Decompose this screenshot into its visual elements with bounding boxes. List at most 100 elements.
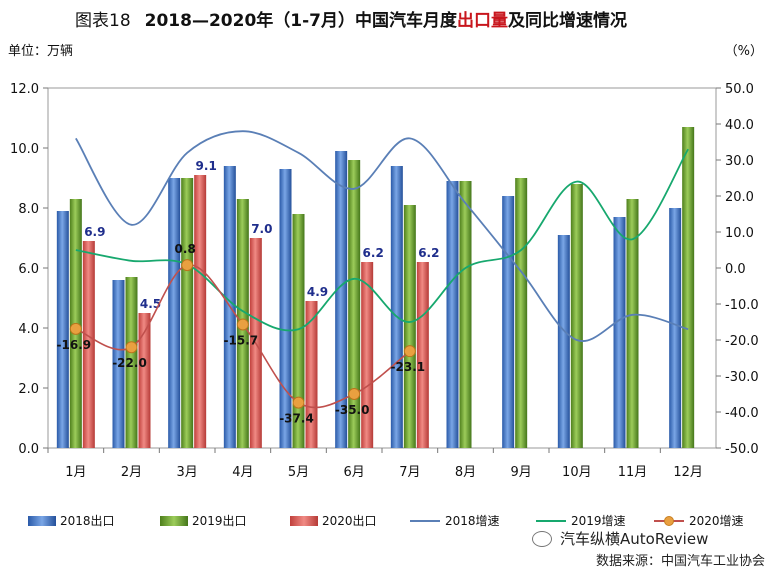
legend-item-2019-growth: 2019增速 [536, 512, 626, 529]
x-axis-tick-label: 2月 [121, 465, 142, 480]
bar-2019-export [403, 205, 416, 448]
bar-2020-export [361, 262, 374, 448]
legend-swatch-2019-export [160, 515, 188, 526]
left-axis-tick-label: 2.0 [18, 382, 39, 397]
bar-2019-export [626, 199, 639, 448]
left-axis-tick-label: 4.0 [18, 322, 39, 337]
title-main: 2018—2020年（1-7月）中国汽车月度 [144, 11, 457, 31]
title-suffix: 及同比增速情况 [507, 11, 627, 31]
bar-data-label-2020: 6.2 [363, 246, 384, 260]
bar-2019-export [570, 184, 583, 448]
right-axis-tick-label: 40.0 [725, 118, 754, 133]
x-axis-tick-label: 10月 [562, 465, 592, 480]
right-axis-tick-label: 0.0 [725, 262, 746, 277]
left-axis-tick-label: 8.0 [18, 202, 39, 217]
bar-2020-export [194, 175, 207, 448]
bar-2020-export [138, 313, 151, 448]
marker-2020-growth [181, 259, 194, 272]
right-axis-tick-label: -50.0 [725, 442, 759, 457]
left-axis-tick-label: 10.0 [10, 142, 39, 157]
bar-2018-export [557, 235, 570, 448]
bar-data-label-2020: 6.2 [418, 246, 439, 260]
bar-2020-export [82, 241, 95, 448]
line-data-label-2020: -22.0 [112, 356, 147, 370]
legend: 2018出口 2019出口 2020出口 2018增速 2019增速 2020增… [28, 512, 777, 532]
bar-2019-export [292, 214, 305, 448]
bar-2018-export [168, 178, 181, 448]
legend-line-2018-growth [410, 519, 440, 522]
bar-2018-export [335, 151, 348, 448]
marker-2020-growth [69, 322, 82, 335]
bar-data-label-2020: 6.9 [84, 225, 105, 239]
bar-2019-export [459, 181, 472, 448]
legend-swatch-2020-export [290, 515, 318, 526]
right-axis-tick-label: -10.0 [725, 298, 759, 313]
x-axis-tick-label: 7月 [399, 465, 420, 480]
left-axis-tick-label: 0.0 [18, 442, 39, 457]
bar-2018-export [279, 169, 292, 448]
legend-label: 2020出口 [322, 514, 377, 528]
line-2018-growth [75, 130, 689, 342]
marker-2020-growth [348, 388, 361, 400]
bar-data-label-2020: 4.9 [307, 285, 328, 299]
wechat-account: 汽车纵横AutoReview [560, 530, 709, 548]
legend-item-2020-growth: 2020增速 [654, 512, 744, 529]
bar-data-label-2020: 7.0 [251, 222, 272, 236]
right-axis-tick-label: 50.0 [725, 82, 754, 97]
left-axis-tick-label: 6.0 [18, 262, 39, 277]
bar-2018-export [446, 181, 459, 448]
legend-item-2020-export: 2020出口 [290, 512, 377, 529]
bar-2019-export [181, 178, 194, 448]
marker-2020-growth [125, 341, 138, 354]
right-axis-tick-label: -30.0 [725, 370, 759, 385]
left-axis-tick-label: 12.0 [10, 82, 39, 97]
title-highlight: 出口量 [456, 11, 508, 31]
legend-swatch-2018-export [28, 515, 56, 526]
right-axis-tick-label: 20.0 [725, 190, 754, 205]
x-axis-tick-label: 11月 [618, 465, 648, 480]
legend-label: 2018增速 [445, 514, 500, 528]
legend-label: 2019增速 [571, 514, 626, 528]
bar-2019-export [682, 127, 695, 448]
marker-2020-growth [292, 396, 305, 409]
bar-2018-export [613, 217, 626, 448]
wechat-icon [532, 530, 552, 547]
bar-2018-export [669, 208, 682, 448]
wechat-watermark: 汽车纵横AutoReview [532, 528, 708, 549]
line-2019-growth [75, 148, 689, 332]
line-data-label-2020: -16.9 [57, 338, 92, 352]
x-axis-tick-label: 5月 [288, 465, 309, 480]
left-unit-label: 单位：万辆 [8, 44, 74, 59]
bar-2019-export [125, 277, 138, 448]
bar-2018-export [112, 280, 125, 448]
legend-label: 2020增速 [689, 514, 744, 528]
right-axis-tick-label: -20.0 [725, 334, 759, 349]
data-source: 数据来源：中国汽车工业协会 [595, 554, 765, 569]
bar-2020-export [305, 301, 318, 448]
bar-2019-export [515, 178, 528, 448]
bar-2019-export [348, 160, 361, 448]
line-data-label-2020: -23.1 [391, 360, 426, 374]
right-axis-tick-label: -40.0 [725, 406, 759, 421]
legend-item-2018-growth: 2018增速 [410, 512, 500, 529]
bar-2020-export [416, 262, 429, 448]
chart-title: 图表18 2018—2020年（1-7月）中国汽车月度出口量及同比增速情况 [75, 6, 627, 31]
x-axis-tick-label: 6月 [344, 465, 365, 480]
legend-marker-icon [664, 515, 674, 526]
bar-2018-export [56, 211, 69, 448]
marker-2020-growth [236, 318, 249, 331]
right-axis-tick-label: 10.0 [725, 226, 754, 241]
marker-2020-growth [403, 345, 416, 358]
figure-label: 图表18 [75, 11, 131, 31]
line-data-label-2020: -37.4 [279, 412, 314, 426]
x-axis-tick-label: 9月 [511, 465, 532, 480]
x-axis-tick-label: 12月 [673, 465, 703, 480]
legend-item-2018-export: 2018出口 [28, 512, 115, 529]
legend-item-2019-export: 2019出口 [160, 512, 247, 529]
legend-line-2020-growth [654, 515, 684, 526]
x-axis-tick-label: 3月 [177, 465, 198, 480]
line-data-label-2020: 0.8 [175, 242, 196, 256]
legend-line-2019-growth [536, 519, 566, 522]
bar-data-label-2020: 4.5 [140, 297, 161, 311]
x-axis-tick-label: 4月 [232, 465, 253, 480]
